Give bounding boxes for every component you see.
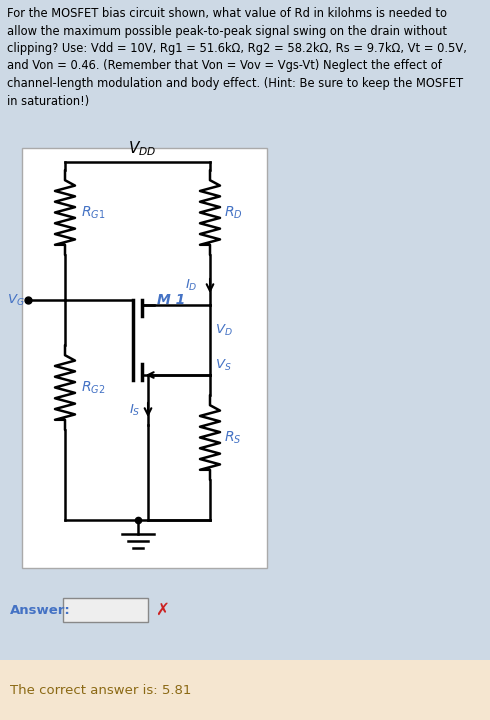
Text: The correct answer is: 5.81: The correct answer is: 5.81 — [10, 683, 192, 696]
Text: $I_S$: $I_S$ — [128, 402, 140, 418]
Text: ✗: ✗ — [155, 601, 169, 619]
Text: $R_D$: $R_D$ — [224, 204, 243, 221]
Text: $R_S$: $R_S$ — [224, 429, 242, 446]
Text: $V_{DD}$: $V_{DD}$ — [128, 139, 157, 158]
Text: $R_{G1}$: $R_{G1}$ — [81, 204, 105, 221]
Text: $V_S$: $V_S$ — [215, 358, 232, 373]
Bar — [22, 148, 267, 568]
Text: For the MOSFET bias circuit shown, what value of Rd in kilohms is needed to
allo: For the MOSFET bias circuit shown, what … — [7, 7, 467, 107]
Text: M 1: M 1 — [157, 293, 185, 307]
Text: $V_G$: $V_G$ — [7, 292, 25, 307]
Text: Answer:: Answer: — [10, 603, 71, 616]
Bar — [0, 660, 490, 720]
Bar — [63, 598, 148, 622]
Text: $R_{G2}$: $R_{G2}$ — [81, 379, 105, 396]
Text: $V_D$: $V_D$ — [215, 323, 233, 338]
Text: $I_D$: $I_D$ — [185, 277, 198, 292]
